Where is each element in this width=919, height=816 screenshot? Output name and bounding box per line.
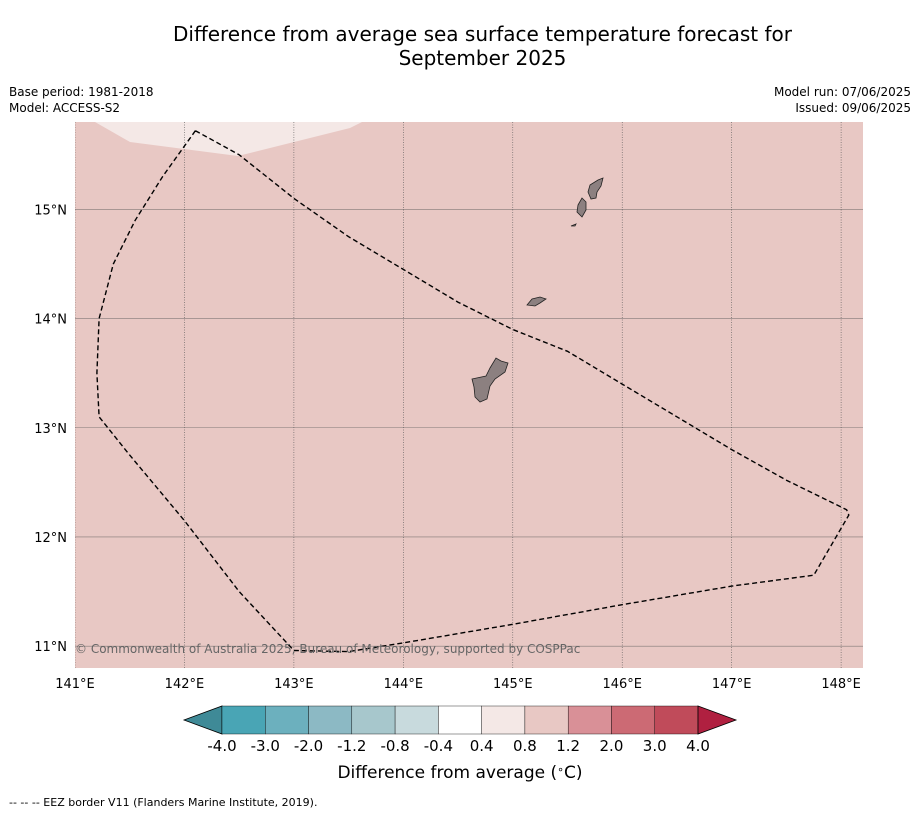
model-run: Model run: 07/06/2025: [773, 85, 911, 99]
longitude-tick-label: 144°E: [384, 677, 424, 692]
colorbar-segment: [481, 705, 526, 735]
colorbar-segment: [394, 705, 439, 735]
longitude-tick-label: 142°E: [165, 677, 205, 692]
sst-anomaly-field: [75, 122, 863, 668]
degree-symbol: ∘: [557, 763, 564, 776]
colorbar-tick-label: -4.0: [207, 737, 236, 755]
longitude-tick-label: 141°E: [55, 677, 95, 692]
guam-land: [471, 357, 509, 403]
meta-right: Model run: 07/06/2025 Issued: 09/06/2025: [774, 84, 911, 116]
colorbar-extend-low: [182, 705, 223, 735]
colorbar-label-unit: C): [564, 763, 583, 783]
issued-date: Issued: 09/06/2025: [795, 101, 911, 115]
saipan-tinian-land: [570, 177, 604, 227]
longitude-tick-label: 143°E: [274, 677, 314, 692]
colorbar-segment: [265, 705, 309, 735]
copyright-notice: © Commonwealth of Australia 2025, Bureau…: [75, 642, 580, 656]
colorbar-segment: [221, 705, 266, 735]
colorbar-tick-label: 4.0: [686, 737, 710, 755]
colorbar-segment: [524, 705, 569, 735]
forecast-map: © Commonwealth of Australia 2025, Bureau…: [34, 122, 863, 755]
rota-land: [526, 296, 547, 307]
colorbar-extend-high: [697, 705, 738, 735]
colorbar-tick-label: -3.0: [251, 737, 280, 755]
colorbar: -4.0 -3.0 -2.0 -1.2 -0.8 -0.4 0.4 0.8 1.2 2.0 3.0 4…: [182, 705, 738, 755]
colorbar-tick-label: 1.2: [556, 737, 580, 755]
chart-title: Difference from average sea surface temp…: [60, 22, 905, 70]
colorbar-tick-label: 2.0: [600, 737, 624, 755]
colorbar-tick-label: 3.0: [643, 737, 667, 755]
longitude-tick-label: 147°E: [712, 677, 752, 692]
colorbar-label: Difference from average (∘C): [184, 763, 736, 783]
colorbar-segment: [438, 705, 482, 735]
colorbar-segment: [567, 705, 612, 735]
colorbar-segment: [611, 705, 655, 735]
colorbar-tick-label: 0.8: [513, 737, 537, 755]
latitude-tick-labels: 15°N 14°N 13°N 12°N 11°N: [34, 203, 67, 655]
latitude-tick-label: 13°N: [34, 422, 67, 437]
colorbar-label-text: Difference from average (: [337, 763, 558, 783]
eez-border: [96, 130, 850, 653]
eez-footnote: -- -- -- EEZ border V11 (Flanders Marine…: [9, 796, 318, 809]
latitude-tick-label: 14°N: [34, 313, 67, 328]
longitude-tick-label: 148°E: [821, 677, 861, 692]
colorbar-tick-label: -0.4: [424, 737, 453, 755]
latitude-tick-label: 11°N: [34, 640, 67, 655]
colorbar-segment: [308, 705, 353, 735]
colorbar-tick-label: 0.4: [470, 737, 494, 755]
colorbar-segment: [654, 705, 699, 735]
colorbar-tick-label: -2.0: [294, 737, 323, 755]
longitude-tick-labels: 141°E 142°E 143°E 144°E 145°E 146°E 147°E 148°E: [55, 677, 861, 692]
title-line-1: Difference from average sea surface temp…: [172, 22, 792, 46]
graticule: [75, 122, 863, 668]
base-period: Base period: 1981-2018: [9, 85, 154, 99]
longitude-tick-label: 146°E: [602, 677, 642, 692]
title-line-2: September 2025: [398, 46, 567, 70]
longitude-tick-label: 145°E: [493, 677, 533, 692]
latitude-tick-label: 15°N: [34, 203, 67, 218]
sst-low-anomaly-patch: [95, 122, 362, 156]
colorbar-tick-label: -0.8: [380, 737, 409, 755]
colorbar-tick-label: -1.2: [337, 737, 366, 755]
colorbar-segment: [351, 705, 396, 735]
latitude-tick-label: 12°N: [34, 531, 67, 546]
model-name: Model: ACCESS-S2: [9, 101, 121, 115]
meta-left: Base period: 1981-2018 Model: ACCESS-S2: [9, 84, 154, 116]
